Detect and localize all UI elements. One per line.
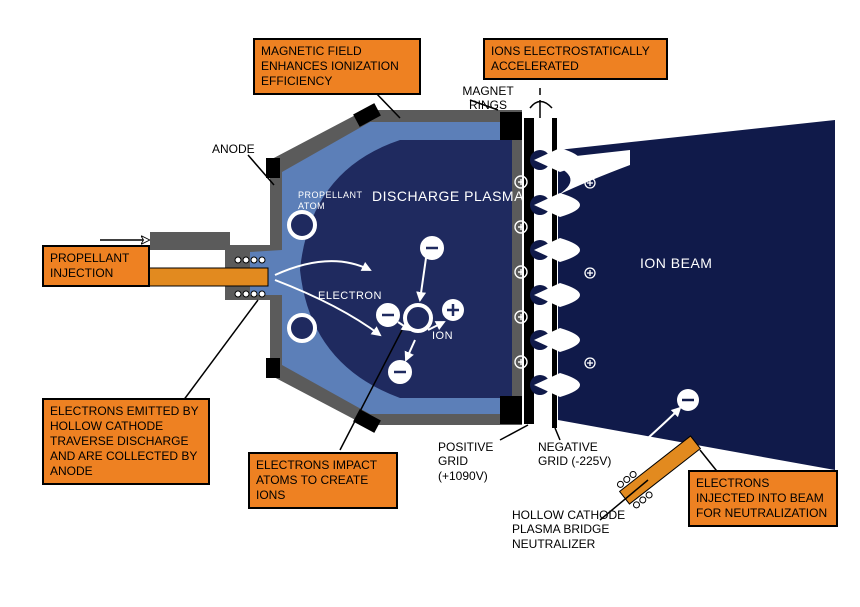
label-ion-beam: ION BEAM <box>640 255 712 272</box>
ion-particle <box>442 299 464 321</box>
callout-propellant-injection: PROPELLANT INJECTION <box>42 245 150 287</box>
callout-electrons-injected: ELECTRONS INJECTED INTO BEAM FOR NEUTRAL… <box>688 470 838 527</box>
label-ion: ION <box>432 330 453 343</box>
callout-electrons-collected: ELECTRONS EMITTED BY HOLLOW CATHODE TRAV… <box>42 398 210 485</box>
label-electron: ELECTRON <box>318 290 382 303</box>
label-discharge-plasma: DISCHARGE PLASMA <box>372 188 524 205</box>
callout-ions-accel: IONS ELECTROSTATICALLY ACCELERATED <box>483 38 668 80</box>
label-neutralizer: HOLLOW CATHODE PLASMA BRIDGE NEUTRALIZER <box>512 508 662 551</box>
label-anode: ANODE <box>212 142 255 156</box>
cathode-tube <box>130 268 268 286</box>
diagram-stage: PROPELLANT INJECTION MAGNETIC FIELD ENHA… <box>0 0 860 607</box>
callout-electrons-impact: ELECTRONS IMPACT ATOMS TO CREATE IONS <box>248 452 398 509</box>
callout-magnetic-field: MAGNETIC FIELD ENHANCES IONIZATION EFFIC… <box>253 38 421 95</box>
label-propellant-atom: PROPELLANT ATOM <box>298 190 368 212</box>
label-positive-grid: POSITIVE GRID (+1090V) <box>438 440 518 483</box>
label-negative-grid: NEGATIVE GRID (-225V) <box>538 440 618 469</box>
label-magnet-rings: MAGNET RINGS <box>448 84 528 113</box>
inlet-pipe-outer <box>150 232 230 250</box>
